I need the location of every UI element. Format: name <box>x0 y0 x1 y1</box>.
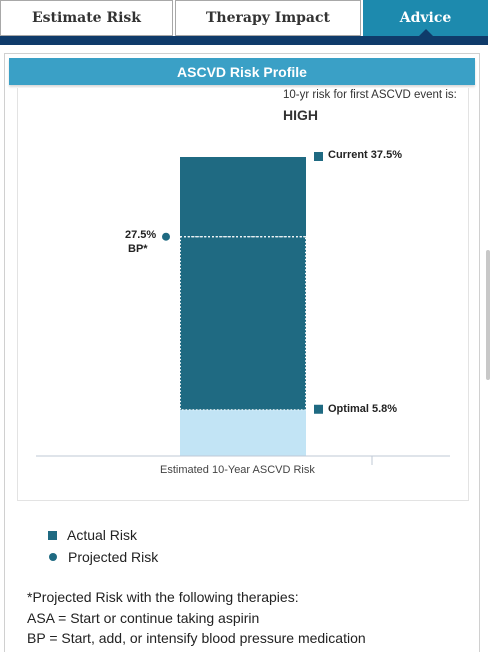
legend-item-projected: Projected Risk <box>48 546 158 568</box>
risk-caption: 10-yr risk for first ASCVD event is: <box>283 89 457 101</box>
tab-estimate-risk[interactable]: Estimate Risk <box>0 0 173 41</box>
therapy-footnote: *Projected Risk with the following thera… <box>27 587 366 649</box>
risk-level: HIGH <box>283 107 318 123</box>
tab-advice-label: Advice <box>399 10 452 26</box>
current-risk-label: Current 37.5% <box>328 149 402 161</box>
circle-icon <box>49 553 57 561</box>
optimal-risk-label: Optimal 5.8% <box>328 402 398 415</box>
projected-risk-marker <box>162 232 170 241</box>
legend-item-actual: Actual Risk <box>48 524 158 546</box>
projected-risk-therapy-label: BP* <box>128 242 148 255</box>
footnote-line-bp: BP = Start, add, or intensify blood pres… <box>27 630 366 646</box>
actual-risk-bar <box>180 157 306 410</box>
footnote-line-asa: ASA = Start or continue taking aspirin <box>27 609 260 626</box>
current-marker-icon <box>314 152 323 161</box>
active-tab-caret-icon <box>418 29 433 36</box>
footnote-intro: *Projected Risk with the following thera… <box>27 589 299 605</box>
panel-title: ASCVD Risk Profile <box>9 58 475 85</box>
scrollbar[interactable] <box>486 250 490 380</box>
tab-advice[interactable]: Advice <box>363 0 488 36</box>
tab-underline-strip <box>0 36 488 45</box>
square-icon <box>48 530 57 540</box>
legend-actual-label: Actual Risk <box>67 527 138 543</box>
optimal-marker-icon <box>314 404 323 414</box>
x-axis-label: Estimated 10-Year ASCVD Risk <box>160 464 315 476</box>
tab-estimate-risk-label: Estimate Risk <box>31 10 141 26</box>
tab-bar: Estimate Risk Therapy Impact Advice <box>0 0 488 45</box>
tab-therapy-impact-label: Therapy Impact <box>206 10 330 26</box>
optimal-risk-bar <box>180 409 306 456</box>
legend-projected-label: Projected Risk <box>68 549 159 565</box>
projected-risk-value-label: 27.5% <box>125 228 157 241</box>
chart-legend: Actual Risk Projected Risk <box>48 524 158 568</box>
projected-risk-outline <box>180 236 306 411</box>
